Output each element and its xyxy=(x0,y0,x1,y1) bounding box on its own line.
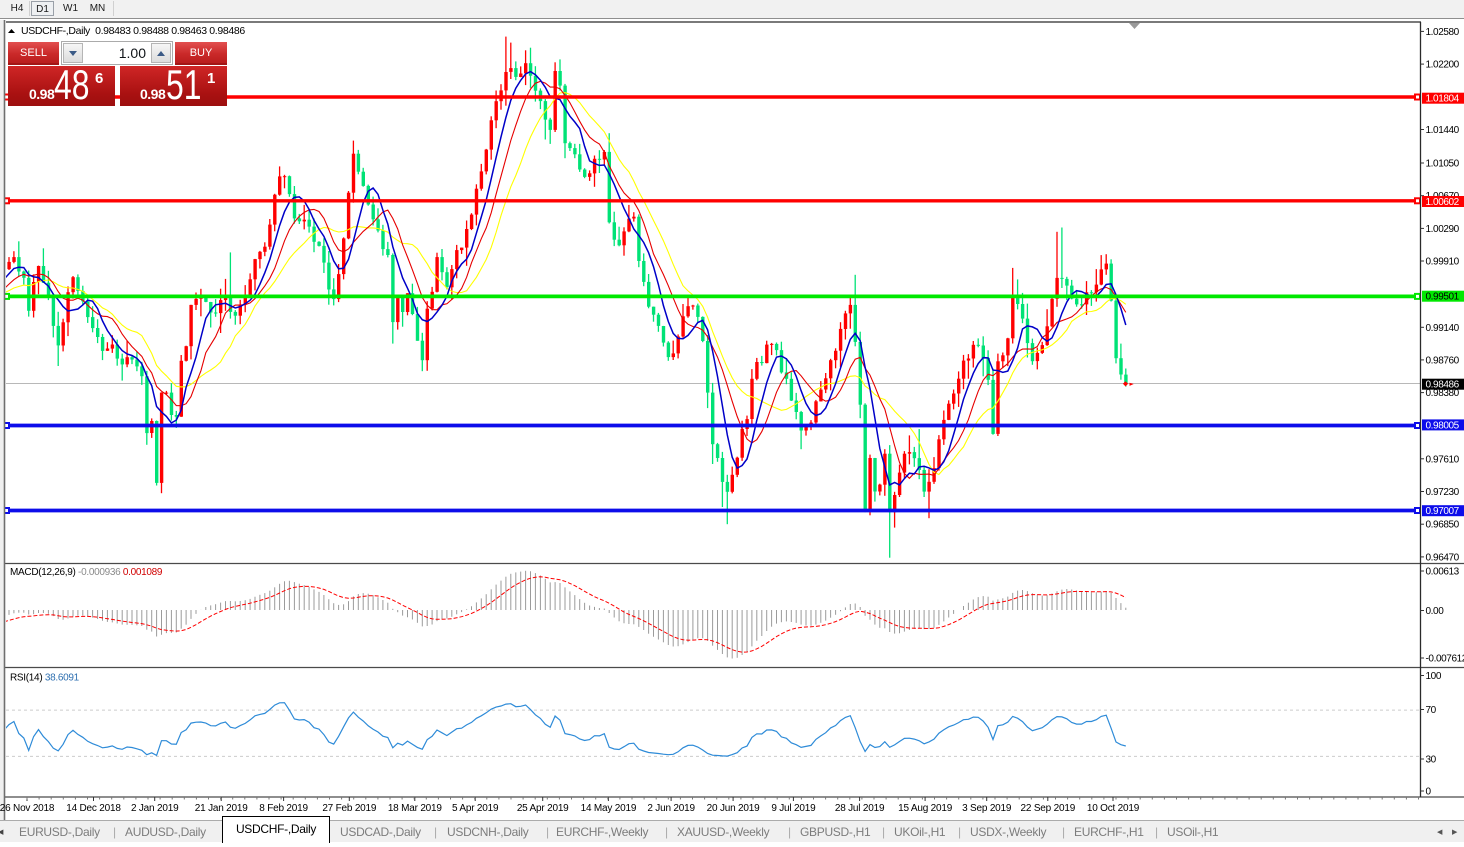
svg-text:27 Feb 2019: 27 Feb 2019 xyxy=(322,803,377,814)
svg-text:1.02200: 1.02200 xyxy=(1426,60,1460,71)
svg-text:0.98486: 0.98486 xyxy=(1426,380,1460,391)
svg-text:0.98005: 0.98005 xyxy=(1426,420,1460,431)
svg-text:22 Sep 2019: 22 Sep 2019 xyxy=(1021,803,1076,814)
svg-text:-0.007612: -0.007612 xyxy=(1426,654,1464,665)
svg-text:0.96850: 0.96850 xyxy=(1426,520,1460,531)
svg-text:100: 100 xyxy=(1426,671,1442,682)
svg-text:21 Jan 2019: 21 Jan 2019 xyxy=(195,803,248,814)
svg-text:30: 30 xyxy=(1426,755,1437,766)
svg-text:0.99910: 0.99910 xyxy=(1426,257,1460,268)
svg-text:25 Apr 2019: 25 Apr 2019 xyxy=(517,803,569,814)
svg-text:MACD(12,26,9) -0.000936 0.0010: MACD(12,26,9) -0.000936 0.001089 xyxy=(10,567,163,578)
svg-text:5 Apr 2019: 5 Apr 2019 xyxy=(452,803,499,814)
svg-text:26 Nov 2018: 26 Nov 2018 xyxy=(0,803,55,814)
svg-text:0.97230: 0.97230 xyxy=(1426,487,1460,498)
svg-text:1.00290: 1.00290 xyxy=(1426,224,1460,235)
svg-text:14 May 2019: 14 May 2019 xyxy=(581,803,637,814)
svg-text:20 Jun 2019: 20 Jun 2019 xyxy=(707,803,760,814)
svg-text:1.00602: 1.00602 xyxy=(1426,197,1460,208)
svg-text:9 Jul 2019: 9 Jul 2019 xyxy=(771,803,816,814)
svg-text:2 Jan 2019: 2 Jan 2019 xyxy=(131,803,179,814)
svg-text:70: 70 xyxy=(1426,705,1437,716)
svg-text:1.02580: 1.02580 xyxy=(1426,27,1460,38)
svg-text:RSI(14) 38.6091: RSI(14) 38.6091 xyxy=(10,673,80,684)
svg-text:18 Mar 2019: 18 Mar 2019 xyxy=(388,803,443,814)
svg-text:1.01804: 1.01804 xyxy=(1426,94,1460,105)
svg-text:0.96470: 0.96470 xyxy=(1426,552,1460,563)
svg-text:14 Dec 2018: 14 Dec 2018 xyxy=(66,803,121,814)
svg-text:1.01050: 1.01050 xyxy=(1426,159,1460,170)
svg-text:1.01440: 1.01440 xyxy=(1426,125,1460,136)
svg-text:0.00613: 0.00613 xyxy=(1426,567,1460,578)
svg-text:3 Sep 2019: 3 Sep 2019 xyxy=(962,803,1012,814)
svg-text:28 Jul 2019: 28 Jul 2019 xyxy=(835,803,885,814)
svg-text:0: 0 xyxy=(1426,787,1432,798)
svg-text:10 Oct 2019: 10 Oct 2019 xyxy=(1087,803,1140,814)
svg-text:0.97610: 0.97610 xyxy=(1426,454,1460,465)
svg-text:15 Aug 2019: 15 Aug 2019 xyxy=(898,803,953,814)
svg-text:0.99140: 0.99140 xyxy=(1426,323,1460,334)
svg-text:8 Feb 2019: 8 Feb 2019 xyxy=(259,803,308,814)
svg-text:0.00: 0.00 xyxy=(1426,606,1445,617)
svg-text:0.99501: 0.99501 xyxy=(1426,292,1460,303)
svg-text:USDCHF-,Daily 0.98483 0.98488: USDCHF-,Daily 0.98483 0.98488 0.98463 0.… xyxy=(21,25,245,37)
svg-text:0.98760: 0.98760 xyxy=(1426,355,1460,366)
svg-text:2 Jun 2019: 2 Jun 2019 xyxy=(647,803,695,814)
svg-text:0.97007: 0.97007 xyxy=(1426,506,1460,517)
